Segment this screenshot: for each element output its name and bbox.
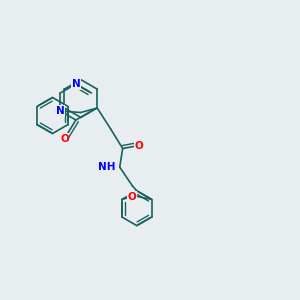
Text: NH: NH <box>98 162 115 172</box>
Text: N: N <box>71 79 80 89</box>
Text: O: O <box>135 140 144 151</box>
Text: O: O <box>60 134 69 144</box>
Text: N: N <box>56 106 65 116</box>
Text: O: O <box>128 191 137 202</box>
